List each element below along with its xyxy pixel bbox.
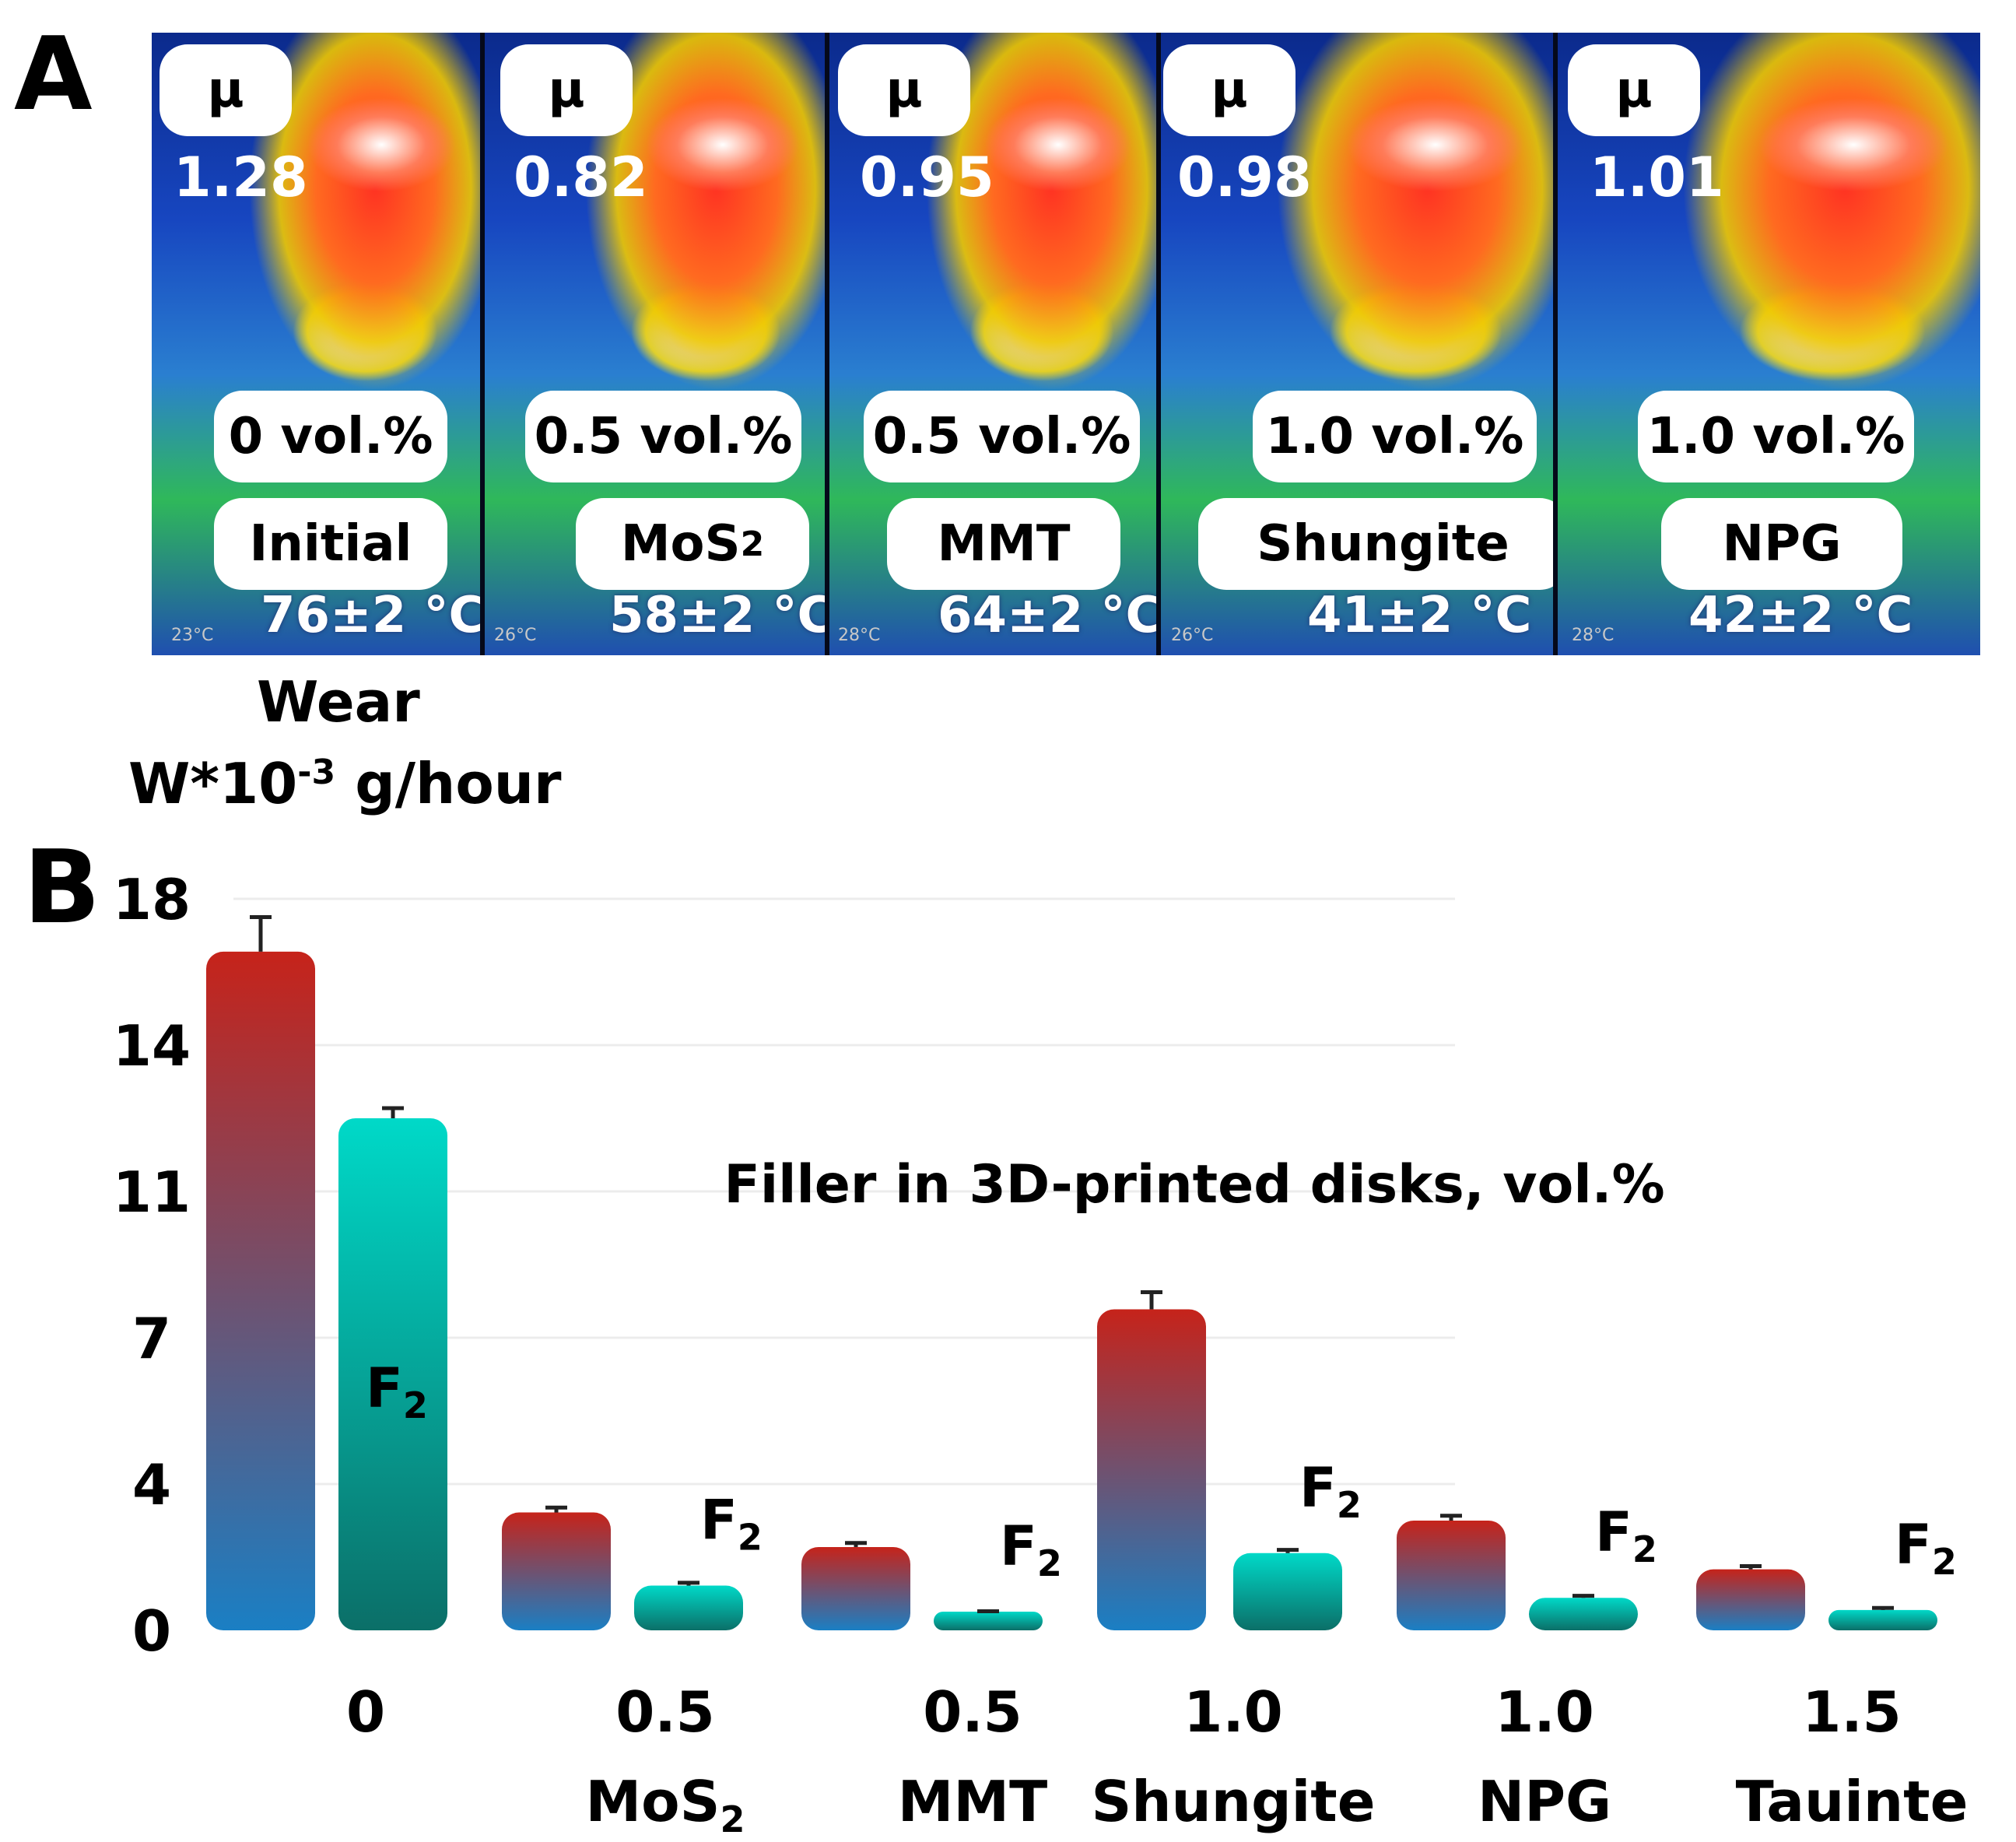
temperature-reading: 64±2 °C	[938, 587, 1162, 644]
mu-label: μ	[160, 44, 292, 136]
ambient-temperature: 28°C	[1572, 626, 1615, 645]
filler-name-subscript: 2	[740, 524, 765, 564]
filler-name-label: MMT	[887, 498, 1120, 590]
mu-value: 1.28	[174, 146, 308, 209]
temperature-reading: 41±2 °C	[1307, 587, 1532, 644]
filler-name-label: Initial	[214, 498, 447, 590]
y-tick-label: 7	[132, 1306, 171, 1371]
x-tick-value: 1.5	[1802, 1679, 1902, 1745]
x-tick-filler-name: Tauinte	[1736, 1769, 1969, 1834]
filler-name-label: Shungite	[1198, 498, 1568, 590]
y-axis-title: Wear	[257, 669, 420, 735]
ambient-temperature: 26°C	[1171, 626, 1214, 645]
tile-separator	[480, 33, 485, 655]
tile-separator	[825, 33, 829, 655]
y-tick-label: 14	[113, 1013, 191, 1079]
ambient-temperature: 28°C	[838, 626, 881, 645]
mu-label: μ	[500, 44, 633, 136]
x-tick-value: 0.5	[923, 1679, 1022, 1745]
chart-title: Filler in 3D-printed disks, vol.%	[724, 1154, 1664, 1216]
vol-label: 1.0 vol.%	[1253, 391, 1537, 482]
vol-label: 0.5 vol.%	[525, 391, 801, 482]
tile-separator	[1553, 33, 1558, 655]
bar-wear	[502, 1512, 611, 1630]
panel-a-label: A	[14, 15, 93, 133]
f2-label: F2	[1595, 1500, 1657, 1570]
bar-wear	[1097, 1309, 1206, 1630]
mu-label: μ	[1568, 44, 1700, 136]
bar-f2	[934, 1612, 1043, 1630]
f2-label: F2	[366, 1356, 428, 1426]
thermal-image-strip: μ 1.28 0 vol.% Initial 76±2 °C 23°C μ 0.…	[152, 33, 1980, 655]
y-tick-label: 18	[113, 867, 191, 932]
x-tick-filler-name: Shungite	[1091, 1769, 1375, 1834]
filler-name-text: MoS	[620, 515, 741, 573]
mu-value: 0.98	[1177, 146, 1312, 209]
temperature-reading: 42±2 °C	[1688, 587, 1913, 644]
mu-value: 1.01	[1590, 146, 1724, 209]
y-tick-label: 4	[132, 1452, 171, 1517]
y-axis-unit-suffix: g/hour	[335, 751, 562, 816]
bar-wear	[1696, 1569, 1805, 1630]
bar-f2	[634, 1585, 743, 1630]
f2-label: F2	[700, 1489, 763, 1559]
y-axis-unit-prefix: W*10	[128, 751, 298, 816]
mu-label: μ	[1163, 44, 1295, 136]
filler-name-label: NPG	[1661, 498, 1902, 590]
x-tick-filler-name: MMT	[898, 1769, 1047, 1834]
panel-b-label: B	[23, 828, 101, 946]
x-tick-filler-name: NPG	[1478, 1769, 1611, 1834]
vol-label: 0.5 vol.%	[864, 391, 1140, 482]
y-axis-unit-exponent: -3	[297, 753, 336, 792]
x-tick-value: 0.5	[615, 1679, 715, 1745]
x-tick-value: 1.0	[1183, 1679, 1283, 1745]
f2-label: F2	[1299, 1456, 1362, 1526]
y-axis-unit: W*10-3 g/hour	[128, 751, 562, 816]
bar-wear	[801, 1546, 910, 1630]
bar-wear	[1397, 1521, 1506, 1630]
temperature-reading: 76±2 °C	[261, 587, 486, 644]
y-tick-label: 11	[113, 1160, 191, 1225]
f2-label: F2	[1000, 1514, 1062, 1584]
x-tick-value: 0	[346, 1679, 385, 1745]
f2-label: F2	[1895, 1513, 1957, 1583]
mu-value: 0.82	[514, 146, 648, 209]
bar-f2	[1529, 1598, 1638, 1630]
filler-name-label: MoS 2	[576, 498, 809, 590]
ambient-temperature: 23°C	[171, 626, 214, 645]
x-tick-value: 1.0	[1495, 1679, 1594, 1745]
bar-f2	[1233, 1553, 1342, 1630]
tile-separator	[1156, 33, 1161, 655]
bar-f2	[1828, 1609, 1937, 1630]
ambient-temperature: 26°C	[494, 626, 537, 645]
x-tick-filler-name: MoS2	[586, 1769, 745, 1840]
vol-label: 1.0 vol.%	[1638, 391, 1914, 482]
mu-label: μ	[838, 44, 970, 136]
temperature-reading: 58±2 °C	[609, 587, 834, 644]
bar-f2	[338, 1118, 447, 1630]
mu-value: 0.95	[860, 146, 994, 209]
y-tick-label: 0	[132, 1598, 171, 1664]
bar-wear	[206, 951, 315, 1630]
vol-label: 0 vol.%	[214, 391, 447, 482]
